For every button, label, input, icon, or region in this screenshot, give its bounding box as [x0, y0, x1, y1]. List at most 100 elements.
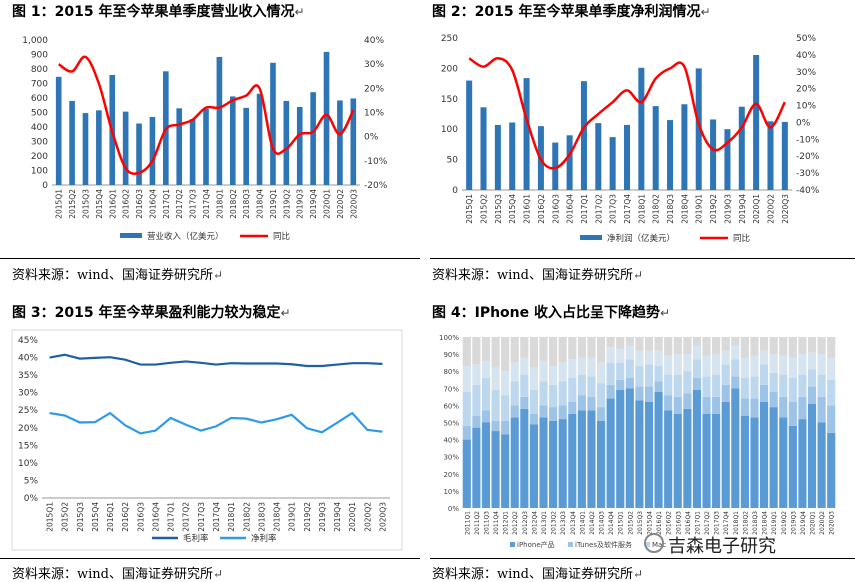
y2-tick-label: 50%	[796, 34, 816, 44]
stack-segment	[779, 355, 788, 375]
stack-segment	[491, 431, 500, 508]
stack-segment	[664, 395, 673, 411]
stack-segment	[654, 337, 663, 351]
stack-segment	[683, 354, 692, 372]
stack-segment	[807, 369, 817, 387]
return-mark: ↵	[212, 567, 224, 581]
x-tick-label: 2016Q1	[106, 502, 115, 532]
stack-segment	[625, 345, 634, 360]
legend-swatch-bar	[120, 233, 142, 238]
stack-segment	[577, 395, 586, 411]
x-tick-label: 2015Q2	[480, 194, 489, 224]
y-tick-label: 0%	[24, 494, 39, 504]
x-tick-label: 2015Q4	[508, 194, 517, 224]
chart3-source-text: 资料来源：wind、国海证券研究所	[12, 567, 213, 582]
stack-segment	[798, 374, 807, 397]
bar	[136, 123, 142, 185]
stack-segment	[520, 396, 529, 409]
y-tick-label: 10%	[443, 488, 459, 496]
stack-segment	[529, 367, 538, 391]
stack-segment	[596, 383, 606, 408]
stack-segment	[769, 354, 778, 373]
stack-segment	[731, 345, 740, 360]
stack-segment	[798, 419, 807, 508]
bar	[216, 56, 223, 186]
x-tick-label: 2020Q3	[781, 194, 790, 224]
x-tick-label: 2018Q4	[680, 194, 689, 224]
stack-segment	[750, 355, 759, 377]
stack-segment	[616, 337, 625, 349]
x-tick-label: 2019Q2	[781, 511, 788, 535]
bar	[69, 100, 75, 185]
stack-segment	[568, 401, 577, 414]
x-tick-label: 2017Q3	[189, 189, 198, 219]
stack-segment	[731, 337, 740, 346]
x-tick-label: 2015Q2	[627, 511, 634, 535]
stack-segment	[539, 337, 548, 361]
x-tick-label: 2017Q4	[623, 194, 632, 224]
x-tick-label: 2020Q2	[363, 502, 372, 532]
x-tick-label: 2019Q4	[309, 189, 318, 219]
stack-segment	[664, 410, 673, 508]
stack-segment	[760, 384, 769, 402]
stack-segment	[827, 432, 836, 508]
y2-tick-label: -10%	[364, 157, 388, 167]
bar	[494, 124, 501, 190]
x-tick-label: 2016Q1	[108, 189, 117, 219]
stack-segment	[577, 337, 586, 358]
stack-segment	[712, 337, 721, 355]
bar	[724, 129, 731, 190]
y-tick-label: 15%	[18, 441, 38, 451]
stack-segment	[529, 390, 538, 414]
stack-segment	[577, 357, 586, 375]
stack-segment	[625, 378, 634, 389]
x-tick-label: 2018Q3	[666, 194, 675, 224]
bar	[695, 68, 702, 190]
stack-segment	[654, 366, 663, 382]
chart1-svg: 0 100 200 300 400 500 600 700 800 900 1,000 -20% -10…	[22, 36, 388, 242]
divider-2	[430, 258, 855, 259]
stack-segment	[606, 337, 615, 348]
y-tick-label: 10%	[18, 459, 38, 469]
chart-border	[11, 329, 403, 551]
x-tick-label: 2018Q1	[637, 194, 646, 224]
x-tick-label: 2017Q4	[202, 189, 211, 219]
return-mark: ↵	[294, 5, 305, 19]
x-tick-label: 2020Q3	[829, 511, 836, 535]
x-tick-label: 2020Q2	[766, 194, 775, 224]
x-tick-label: 2015Q4	[647, 511, 654, 535]
stack-segment	[606, 347, 615, 363]
x-tick-label: 2019Q1	[288, 502, 297, 532]
stack-segment	[779, 417, 788, 508]
divider-3	[0, 558, 420, 559]
bar	[466, 80, 473, 190]
y-tick-label: 500	[31, 109, 48, 119]
stack-segment	[596, 362, 606, 384]
x-tick-label: 2018Q4	[273, 502, 282, 532]
x-tick-label: 2020Q1	[323, 189, 332, 219]
x-tick-label: 2018Q1	[733, 511, 740, 535]
stack-segment	[616, 362, 625, 380]
stack-segment	[654, 350, 663, 367]
y-tick-label: 700	[31, 80, 48, 90]
bar	[203, 108, 209, 185]
stack-segment	[596, 420, 606, 508]
bar	[256, 93, 263, 185]
x-tick-label: 2017Q2	[175, 189, 184, 219]
stack-segment	[798, 337, 807, 355]
y-tick-label: 100%	[439, 334, 459, 342]
divider-4	[430, 558, 855, 559]
stack-segment	[462, 366, 471, 392]
stack-segment	[491, 367, 500, 391]
stack-segment	[721, 350, 730, 365]
y-tick-label: 70%	[443, 385, 459, 393]
x-tick-label: 2016Q2	[122, 189, 131, 219]
stack-segment	[472, 364, 481, 385]
chart4-svg: 0%10%20%30%40%50%60%70%80%90%100%2011Q1 2…	[439, 334, 836, 549]
stack-segment	[807, 386, 817, 404]
stack-segment	[625, 337, 634, 346]
chart2-source: 资料来源：wind、国海证券研究所↵	[432, 264, 643, 283]
x-tick-label: 2015Q1	[465, 194, 474, 224]
y-tick-label: 600	[31, 94, 48, 104]
stack-segment	[635, 350, 644, 367]
